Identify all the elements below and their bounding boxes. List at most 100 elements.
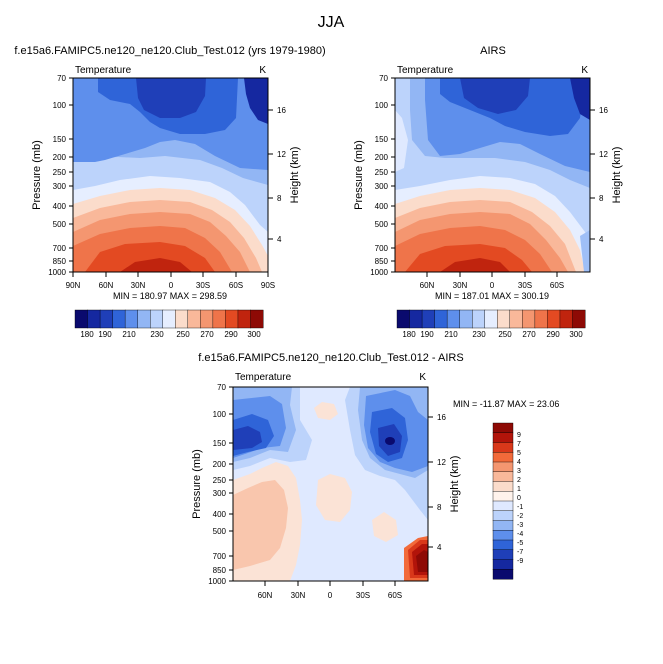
y-tick-label: 850 bbox=[213, 566, 227, 575]
colorbar-tick-label: 4 bbox=[517, 459, 521, 466]
colorbar-swatch bbox=[421, 309, 436, 329]
x-tick-label: 60N bbox=[258, 591, 273, 600]
panel-model-colorbar-labels: 180 190 210 230 250 270 290 300 bbox=[80, 330, 261, 339]
x-tick-label: 0 bbox=[169, 281, 174, 290]
colorbar-tick-label: 250 bbox=[498, 330, 512, 339]
panel-obs-y-axis-label: Pressure (mb) bbox=[353, 140, 365, 210]
colorbar-swatch bbox=[200, 309, 214, 329]
colorbar-swatch bbox=[492, 569, 514, 580]
field-layer-185 bbox=[570, 78, 590, 120]
y-tick-label: 700 bbox=[53, 244, 67, 253]
colorbar-tick-label: 190 bbox=[98, 330, 112, 339]
y-tick-label: 400 bbox=[53, 202, 67, 211]
panel-obs-field bbox=[395, 78, 590, 272]
panel-diff-field bbox=[233, 387, 428, 581]
colorbar-tick-label: 1 bbox=[517, 486, 521, 493]
colorbar-swatch bbox=[492, 461, 514, 473]
colorbar-swatch bbox=[492, 491, 514, 502]
panel-obs-left-label: Temperature bbox=[397, 65, 454, 76]
field-layer-pos1-center bbox=[316, 474, 352, 522]
y-tick-label: 700 bbox=[213, 552, 227, 561]
y-tick-label: 70 bbox=[217, 383, 226, 392]
y-tick-label: 500 bbox=[375, 220, 389, 229]
panel-diff: f.e15a6.FAMIPC5.ne120_ne120.Club_Test.01… bbox=[191, 352, 559, 600]
y2-tick-label: 8 bbox=[277, 194, 282, 203]
panel-model-field bbox=[73, 78, 268, 272]
x-tick-label: 30S bbox=[518, 281, 532, 290]
y-tick-label: 300 bbox=[375, 182, 389, 191]
y-tick-label: 150 bbox=[213, 439, 227, 448]
colorbar-swatch bbox=[572, 309, 586, 329]
panel-obs-y2-tick-labels: 16 12 8 4 bbox=[599, 106, 608, 244]
colorbar-tick-label: 180 bbox=[402, 330, 416, 339]
panel-obs-title: AIRS bbox=[480, 45, 506, 57]
panel-diff-y-tick-labels: 70 100 150 200 250 300 400 500 700 850 1… bbox=[208, 383, 226, 586]
colorbar-swatch bbox=[74, 309, 89, 329]
colorbar-swatch bbox=[446, 309, 461, 329]
y2-tick-label: 8 bbox=[599, 194, 604, 203]
y-tick-label: 100 bbox=[375, 101, 389, 110]
colorbar-swatch bbox=[484, 309, 498, 329]
field-layer-190 bbox=[136, 78, 206, 118]
colorbar-tick-label: -7 bbox=[517, 549, 523, 556]
panel-diff-stats: MIN = -11.87 MAX = 23.06 bbox=[453, 399, 559, 409]
panel-obs-colorbar-labels: 180 190 210 230 250 270 290 300 bbox=[402, 330, 583, 339]
colorbar-tick-label: -1 bbox=[517, 504, 523, 511]
field-layer-295 bbox=[440, 258, 510, 272]
colorbar-tick-label: -2 bbox=[517, 513, 523, 520]
x-tick-label: 30S bbox=[196, 281, 210, 290]
y2-tick-label: 16 bbox=[437, 413, 446, 422]
y-tick-label: 1000 bbox=[48, 268, 66, 277]
panel-diff-right-label: K bbox=[419, 372, 426, 383]
panel-diff-colorbar-labels: 9 7 5 4 3 2 1 0 -1 -2 -3 -4 -5 -7 -9 bbox=[517, 432, 523, 565]
field-layer-185 bbox=[244, 78, 268, 124]
x-tick-label: 0 bbox=[490, 281, 495, 290]
x-tick-label: 0 bbox=[328, 591, 333, 600]
x-tick-label: 30S bbox=[356, 591, 370, 600]
colorbar-swatch bbox=[492, 422, 514, 434]
colorbar-tick-label: 230 bbox=[472, 330, 486, 339]
y-tick-label: 300 bbox=[213, 489, 227, 498]
colorbar-swatch bbox=[225, 309, 239, 329]
x-tick-label: 60S bbox=[388, 591, 402, 600]
panel-model-right-label: K bbox=[259, 65, 266, 76]
panel-diff-x-tick-labels: 60N 30N 0 30S 60S bbox=[258, 591, 402, 600]
colorbar-swatch bbox=[497, 309, 511, 329]
colorbar-swatch bbox=[149, 309, 164, 329]
y2-tick-label: 12 bbox=[277, 150, 286, 159]
panel-diff-colorbar bbox=[492, 422, 514, 580]
colorbar-tick-label: 300 bbox=[247, 330, 261, 339]
y2-tick-label: 4 bbox=[599, 235, 604, 244]
x-tick-label: 90N bbox=[66, 281, 81, 290]
colorbar-swatch bbox=[492, 442, 514, 453]
x-tick-label: 60S bbox=[229, 281, 243, 290]
y-tick-label: 300 bbox=[53, 182, 67, 191]
colorbar-tick-label: -9 bbox=[517, 558, 523, 565]
y-tick-label: 250 bbox=[213, 476, 227, 485]
colorbar-tick-label: 290 bbox=[224, 330, 238, 339]
colorbar-swatch bbox=[492, 471, 514, 483]
colorbar-swatch bbox=[112, 309, 126, 329]
colorbar-tick-label: 270 bbox=[522, 330, 536, 339]
y-tick-label: 100 bbox=[53, 101, 67, 110]
colorbar-tick-label: 5 bbox=[517, 450, 521, 457]
y-tick-label: 250 bbox=[375, 168, 389, 177]
colorbar-swatch bbox=[547, 309, 561, 329]
field-layer-240-left bbox=[395, 110, 408, 172]
panel-model-x-tick-labels: 90N 60N 30N 0 30S 60S 90S bbox=[66, 281, 275, 290]
colorbar-swatch bbox=[175, 309, 189, 329]
y-tick-label: 100 bbox=[213, 410, 227, 419]
y-tick-label: 850 bbox=[375, 257, 389, 266]
panel-model-stats: MIN = 180.97 MAX = 298.59 bbox=[113, 291, 227, 301]
y2-tick-label: 4 bbox=[277, 235, 282, 244]
y2-tick-label: 16 bbox=[599, 106, 608, 115]
y-tick-label: 250 bbox=[53, 168, 67, 177]
panel-model-colorbar bbox=[74, 309, 264, 329]
field-layer-missing bbox=[580, 230, 590, 272]
panel-model-ticks bbox=[69, 77, 273, 277]
panel-diff-left-label: Temperature bbox=[235, 372, 292, 383]
field-layer-pos1-right bbox=[372, 512, 398, 542]
colorbar-tick-label: 0 bbox=[517, 495, 521, 502]
colorbar-tick-label: 190 bbox=[420, 330, 434, 339]
colorbar-swatch bbox=[534, 309, 548, 329]
